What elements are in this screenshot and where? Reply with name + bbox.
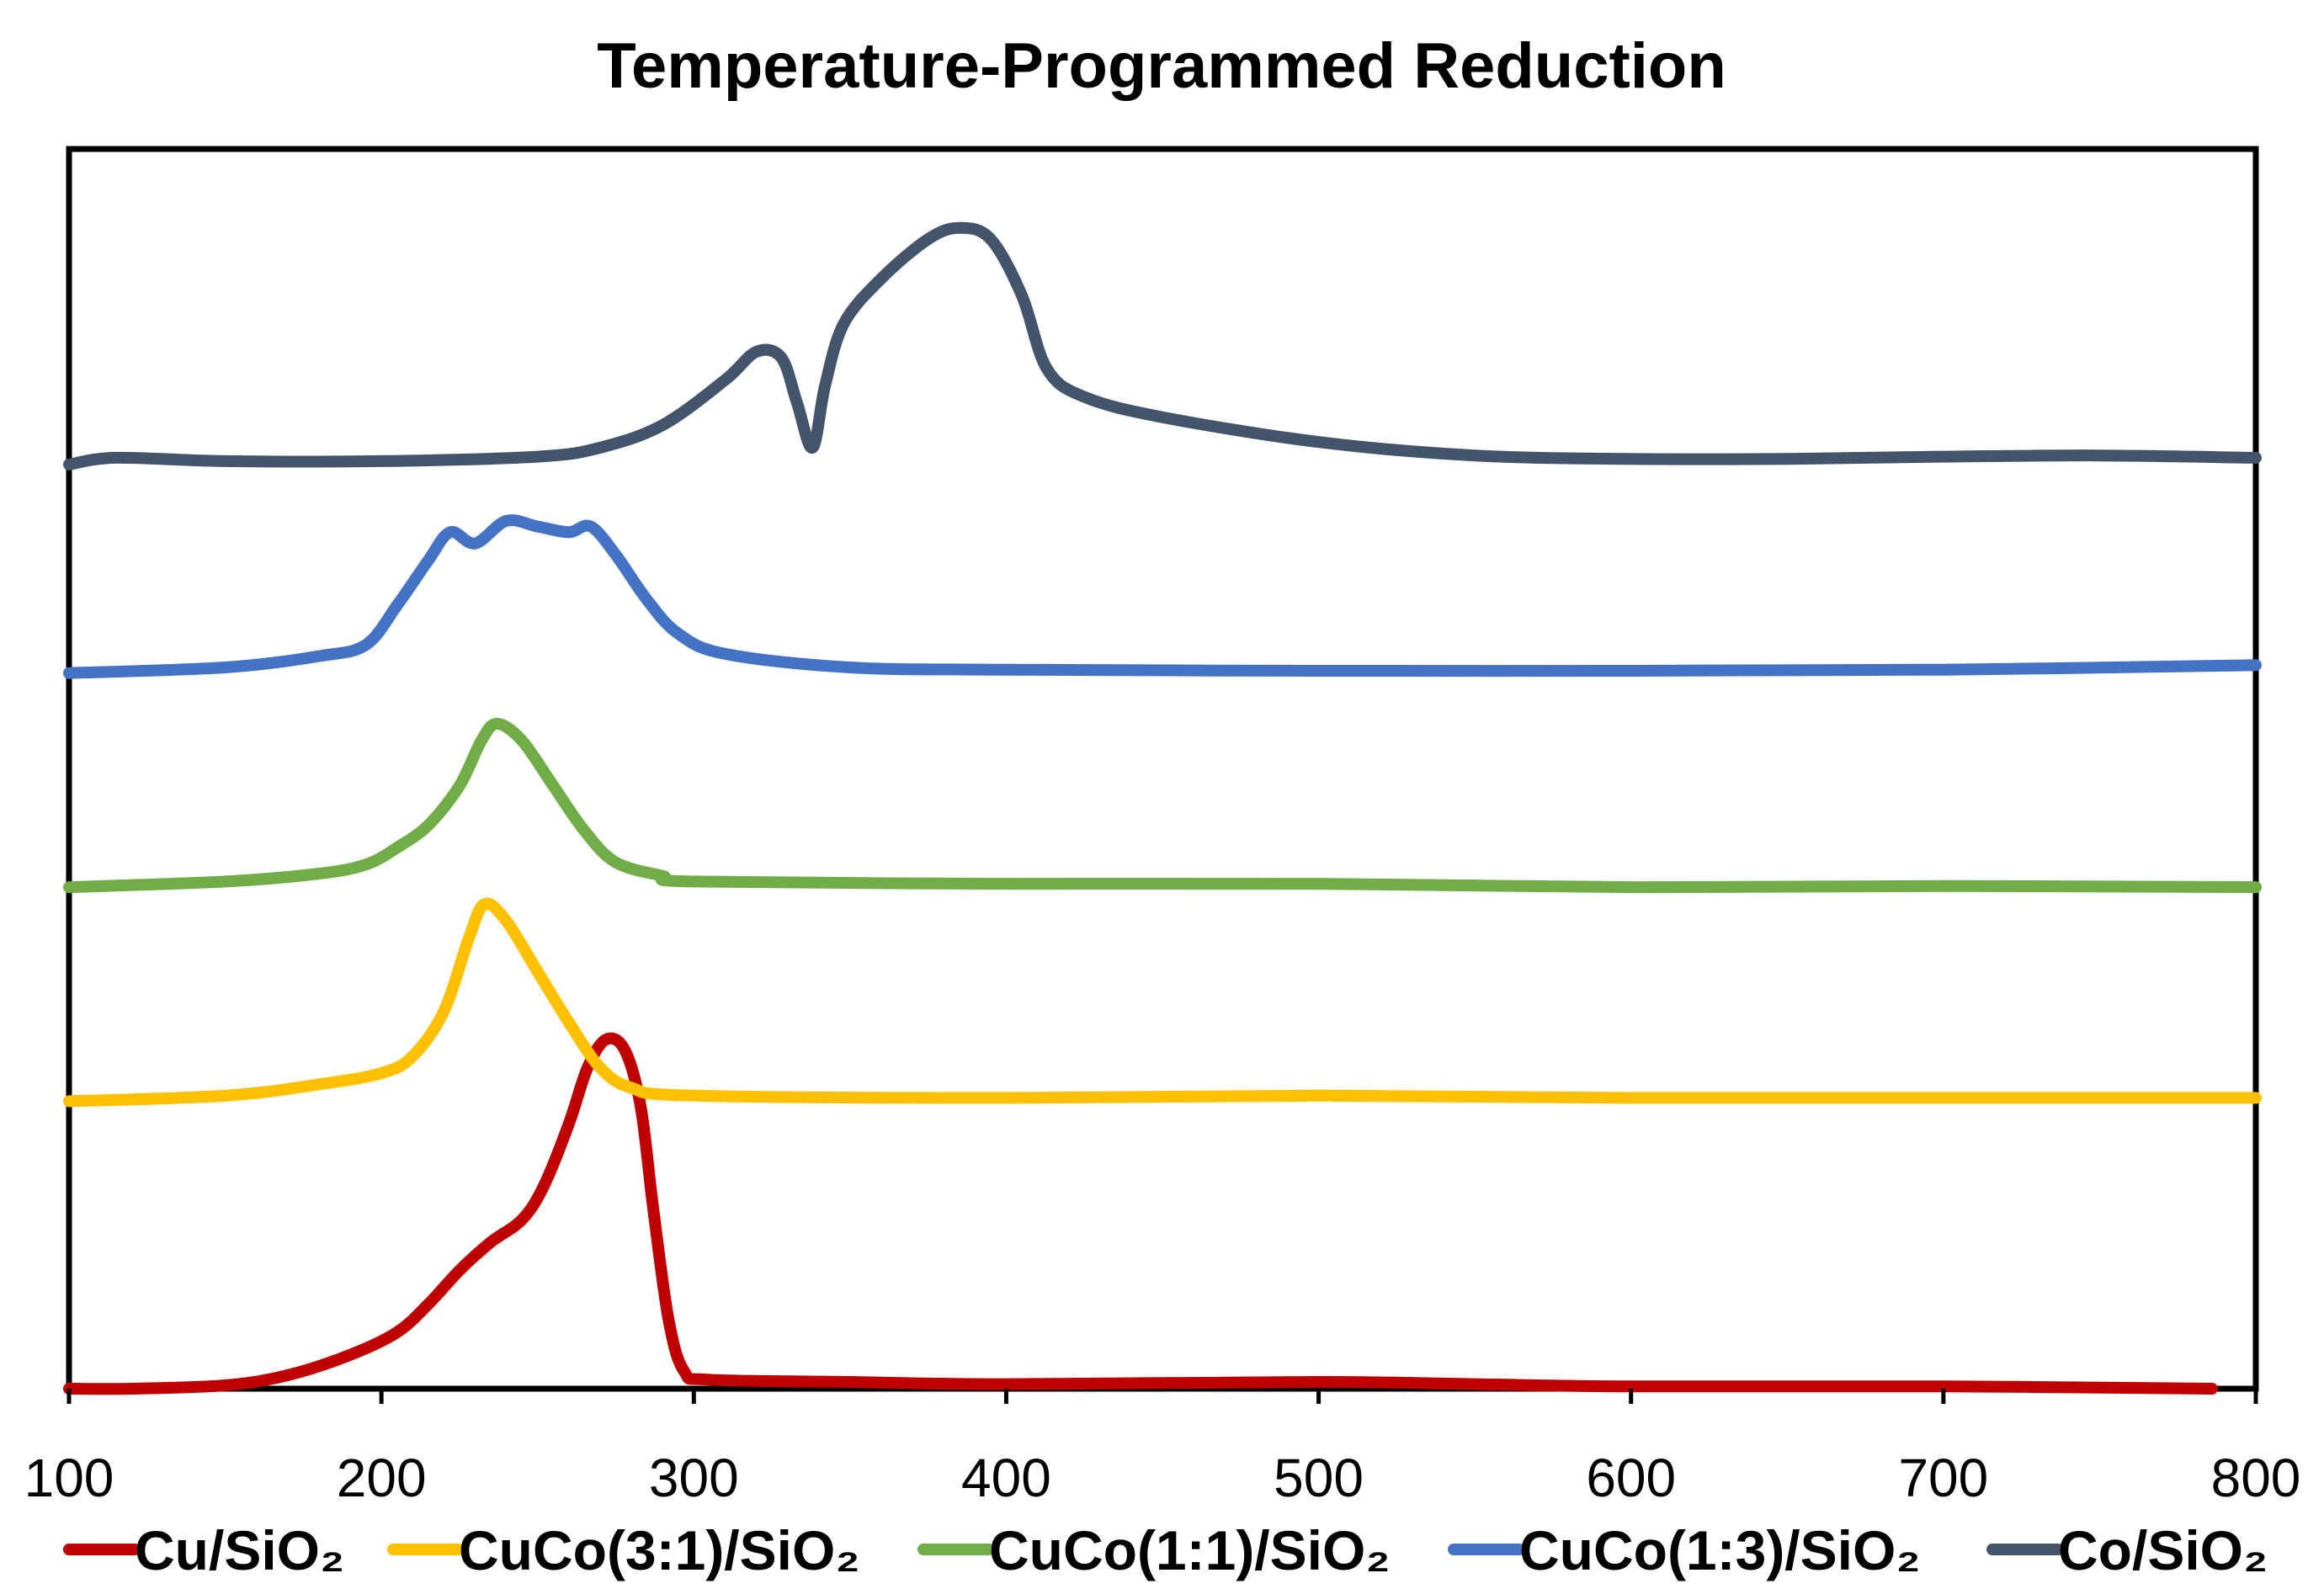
legend-label: Cu/SiO₂: [135, 1519, 344, 1581]
x-tick-label: 200: [337, 1448, 427, 1508]
chart-title: Temperature-Programmed Reduction: [597, 30, 1726, 102]
x-axis: 100 200 300 400 500 600 700 800: [24, 1389, 2301, 1508]
x-tick-label: 800: [2211, 1448, 2301, 1508]
legend-item-cuco-3-1-sio: CuCo(3:1)/SiO₂: [387, 1519, 860, 1581]
x-tick-label: 100: [24, 1448, 114, 1508]
series-line-co-sio: [63, 221, 2262, 470]
series-line-cu-sio: [63, 1032, 2218, 1395]
legend-item-cu-sio: Cu/SiO₂: [63, 1519, 344, 1581]
x-tick-label: 600: [1586, 1448, 1676, 1508]
series-line-cuco-1-1-sio: [63, 717, 2262, 894]
legend-label: CuCo(1:3)/SiO₂: [1519, 1519, 1921, 1581]
legend-label: Co/SiO₂: [2058, 1519, 2268, 1581]
legend-label: CuCo(1:1)/SiO₂: [989, 1519, 1391, 1581]
series-line-cuco-3-1-sio: [63, 897, 2262, 1108]
legend-label: CuCo(3:1)/SiO₂: [459, 1519, 860, 1581]
legend-item-co-sio: Co/SiO₂: [1986, 1519, 2268, 1581]
x-tick-label: 700: [1898, 1448, 1988, 1508]
x-tick-label: 300: [649, 1448, 739, 1508]
series-line-cuco-1-3-sio: [63, 514, 2262, 679]
plot-area-frame: [66, 146, 2259, 1392]
x-tick-label: 500: [1274, 1448, 1364, 1508]
legend: Cu/SiO₂ CuCo(3:1)/SiO₂ CuCo(1:1)/SiO₂ CuCo(…: [63, 1519, 2268, 1581]
legend-item-cuco-1-3-sio: CuCo(1:3)/SiO₂: [1448, 1519, 1921, 1581]
legend-item-cuco-1-1-sio: CuCo(1:1)/SiO₂: [917, 1519, 1391, 1581]
series-layer: [63, 221, 2262, 1395]
x-tick-label: 400: [961, 1448, 1051, 1508]
